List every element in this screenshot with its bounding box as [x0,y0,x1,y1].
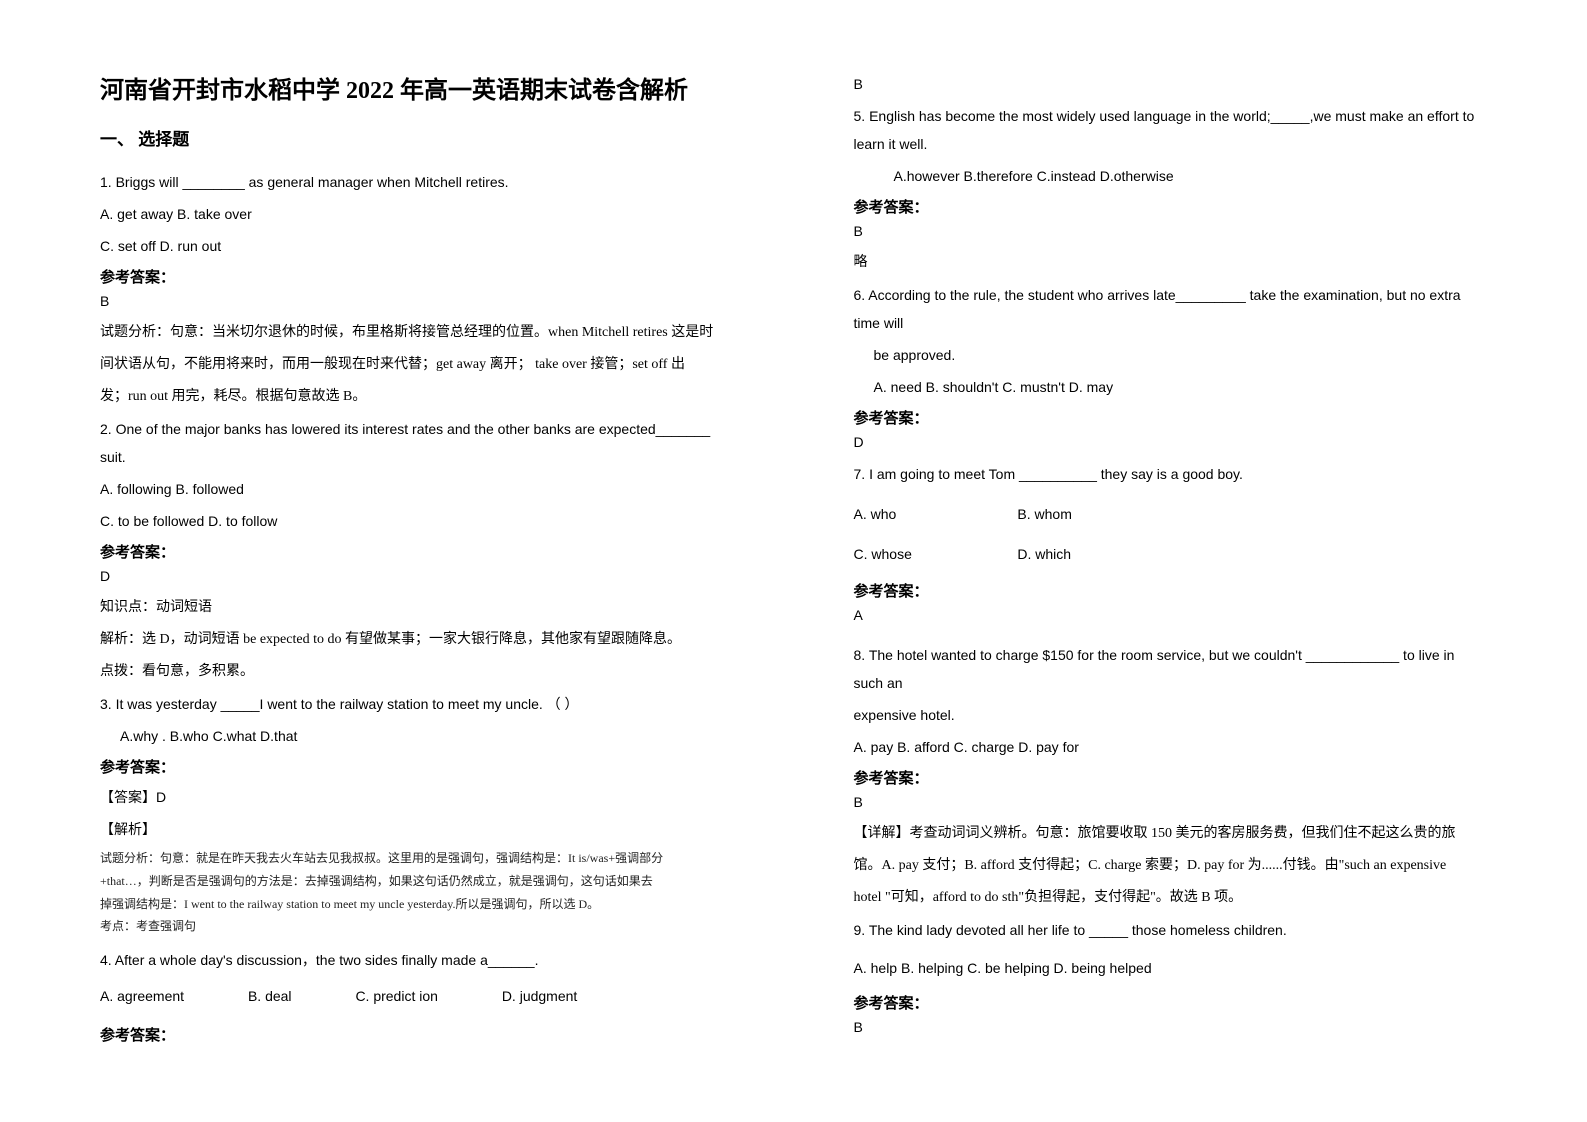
q4-ans-label: 参考答案： [100,1024,734,1045]
q4-opts: A. agreement B. deal C. predict ion D. j… [100,988,734,1004]
q3-exp0: 【解析】 [100,815,734,843]
q3-ans-label: 参考答案： [100,756,734,777]
q9-ans: B [854,1019,1488,1035]
q4-ans: B [854,76,1488,92]
q6-stem1: 6. According to the rule, the student wh… [854,281,1488,337]
q1-stem: 1. Briggs will ________ as general manag… [100,168,734,196]
q1-opts-ab: A. get away B. take over [100,200,734,228]
q4-stem: 4. After a whole day's discussion，the tw… [100,946,734,974]
q2-opts-ab: A. following B. followed [100,475,734,503]
q7-stem: 7. I am going to meet Tom __________ the… [854,460,1488,488]
q8-stem2: expensive hotel. [854,701,1488,729]
q2-ans-label: 参考答案： [100,541,734,562]
q7-opt-d: D. which [1017,546,1071,562]
q9-opts: A. help B. helping C. be helping D. bein… [854,954,1488,982]
q3-exp4: 考点：考查强调句 [100,915,734,938]
q7-row1: A. who B. whom [854,500,1488,528]
q5-ans: B [854,223,1488,239]
q1-opts-cd: C. set off D. run out [100,232,734,260]
q3-ans: 【答案】D [100,783,734,811]
q6-ans: D [854,434,1488,450]
q9-ans-label: 参考答案： [854,992,1488,1013]
q2-exp2: 解析：选 D，动词短语 be expected to do 有望做某事；一家大银… [100,626,734,654]
q6-ans-label: 参考答案： [854,407,1488,428]
q8-exp2: 馆。A. pay 支付；B. afford 支付得起；C. charge 索要；… [854,852,1488,880]
q4-opt-a: A. agreement [100,988,184,1004]
q2-opts-cd: C. to be followed D. to follow [100,507,734,535]
q2-exp3: 点拨：看句意，多积累。 [100,658,734,686]
q9-stem: 9. The kind lady devoted all her life to… [854,916,1488,944]
q8-opts: A. pay B. afford C. charge D. pay for [854,733,1488,761]
q1-ans-label: 参考答案： [100,266,734,287]
q6-stem2: be approved. [854,341,1488,369]
q5-note: 略 [854,249,1488,277]
right-column: B 5. English has become the most widely … [794,0,1587,1122]
q2-ans: D [100,568,734,584]
q3-opts: A.why . B.who C.what D.that [100,722,734,750]
q2-exp1: 知识点：动词短语 [100,594,734,622]
doc-title: 河南省开封市水稻中学 2022 年高一英语期末试卷含解析 [100,70,734,105]
q3-exp2: +that…，判断是否是强调句的方法是：去掉强调结构，如果这句话仍然成立，就是强… [100,870,734,893]
q4-opt-d: D. judgment [502,988,577,1004]
q8-exp3: hotel "可知，afford to do sth"负担得起，支付得起"。故选… [854,884,1488,912]
q3-exp3: 掉强调结构是：I went to the railway station to … [100,893,734,916]
q7-ans-label: 参考答案： [854,580,1488,601]
q3-stem: 3. It was yesterday _____I went to the r… [100,690,734,718]
q4-opt-c: C. predict ion [355,988,437,1004]
q7-opt-c: C. whose [854,540,1014,568]
q7-opt-a: A. who [854,500,1014,528]
q6-opts: A. need B. shouldn't C. mustn't D. may [854,373,1488,401]
section-header: 一、 选择题 [100,125,734,150]
q4-opt-b: B. deal [248,988,292,1004]
left-column: 河南省开封市水稻中学 2022 年高一英语期末试卷含解析 一、 选择题 1. B… [0,0,794,1122]
q2-stem: 2. One of the major banks has lowered it… [100,415,734,471]
q7-ans: A [854,607,1488,623]
q7-row2: C. whose D. which [854,540,1488,568]
q1-ans: B [100,293,734,309]
q8-ans: B [854,794,1488,810]
q1-exp1: 试题分析：句意：当米切尔退休的时候，布里格斯将接管总经理的位置。when Mit… [100,319,734,347]
q1-exp2: 间状语从句，不能用将来时，而用一般现在时来代替；get away 离开； tak… [100,351,734,379]
q5-opts: A.however B.therefore C.instead D.otherw… [854,162,1488,190]
q5-stem: 5. English has become the most widely us… [854,102,1488,158]
q8-stem1: 8. The hotel wanted to charge $150 for t… [854,641,1488,697]
q8-ans-label: 参考答案： [854,767,1488,788]
page: 河南省开封市水稻中学 2022 年高一英语期末试卷含解析 一、 选择题 1. B… [0,0,1587,1122]
q5-ans-label: 参考答案： [854,196,1488,217]
q8-exp1: 【详解】考查动词词义辨析。句意：旅馆要收取 150 美元的客房服务费，但我们住不… [854,820,1488,848]
q1-exp3: 发；run out 用完，耗尽。根据句意故选 B。 [100,383,734,411]
q7-opt-b: B. whom [1017,506,1071,522]
q3-exp1: 试题分析：句意：就是在昨天我去火车站去见我叔叔。这里用的是强调句，强调结构是：I… [100,847,734,870]
